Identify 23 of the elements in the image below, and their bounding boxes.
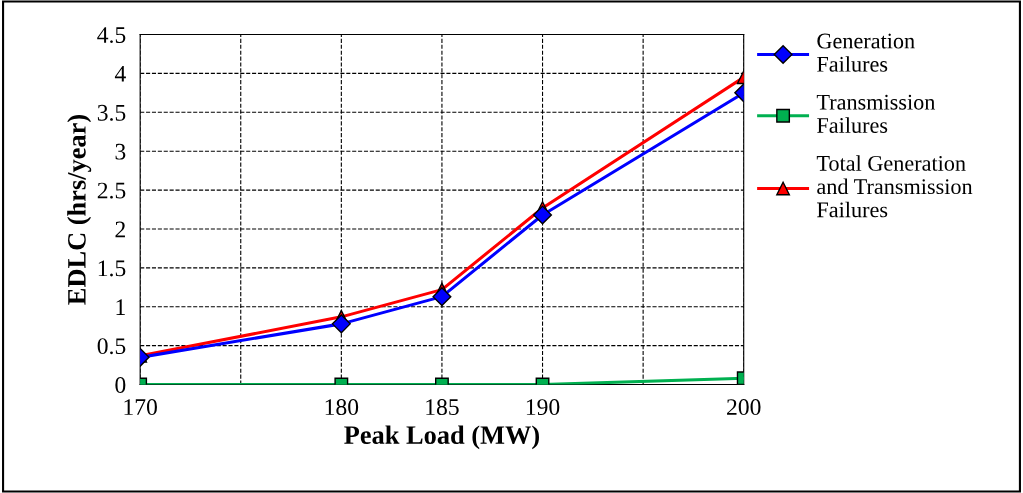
point <box>432 287 452 307</box>
x-tick-label: 200 <box>727 399 761 416</box>
y-tick-label: 2 <box>115 221 125 238</box>
x-axis-title: Peak Load (MW) <box>344 425 539 450</box>
x-tick-label: 185 <box>426 399 459 416</box>
y-tick-label: 4.5 <box>97 27 126 44</box>
y-axis-title: EDLC (hrs/year) <box>67 115 92 305</box>
point <box>331 314 351 334</box>
x-tick-label: 180 <box>325 399 359 416</box>
y-tick-label: 1.5 <box>98 260 126 277</box>
y-tick-label: 2.5 <box>97 182 126 199</box>
y-tick-label: 0.5 <box>97 338 126 355</box>
legend-label: Total Generation and Transmission Failures <box>816 155 973 218</box>
y-tick-label: 4 <box>114 66 126 82</box>
y-tick-label: 1 <box>116 299 125 315</box>
legend-label: Transmission Failures <box>816 94 936 133</box>
y-tick-label: 0 <box>115 377 126 393</box>
y-tick-label: 3 <box>115 143 126 160</box>
point <box>532 205 553 225</box>
x-tick-label: 170 <box>124 399 157 416</box>
legend-label: Generation Failures <box>817 33 915 72</box>
y-tick-label: 3.5 <box>97 104 126 121</box>
x-tick-label: 190 <box>526 399 560 416</box>
